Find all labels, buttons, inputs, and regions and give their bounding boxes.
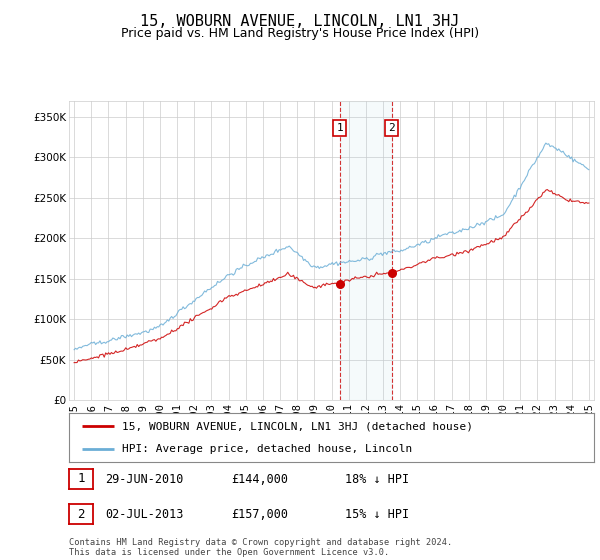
- Text: £144,000: £144,000: [231, 473, 288, 486]
- Text: 15, WOBURN AVENUE, LINCOLN, LN1 3HJ (detached house): 15, WOBURN AVENUE, LINCOLN, LN1 3HJ (det…: [121, 421, 473, 431]
- Text: 1: 1: [337, 123, 343, 133]
- Text: £157,000: £157,000: [231, 508, 288, 521]
- Text: 2: 2: [388, 123, 395, 133]
- Text: 1: 1: [77, 472, 85, 486]
- Text: 2: 2: [77, 507, 85, 521]
- Text: 02-JUL-2013: 02-JUL-2013: [105, 508, 184, 521]
- Text: 15% ↓ HPI: 15% ↓ HPI: [345, 508, 409, 521]
- Text: 18% ↓ HPI: 18% ↓ HPI: [345, 473, 409, 486]
- Bar: [340, 101, 392, 400]
- Text: Contains HM Land Registry data © Crown copyright and database right 2024.
This d: Contains HM Land Registry data © Crown c…: [69, 538, 452, 557]
- Text: Price paid vs. HM Land Registry's House Price Index (HPI): Price paid vs. HM Land Registry's House …: [121, 27, 479, 40]
- Text: 29-JUN-2010: 29-JUN-2010: [105, 473, 184, 486]
- Text: HPI: Average price, detached house, Lincoln: HPI: Average price, detached house, Linc…: [121, 444, 412, 454]
- Text: 15, WOBURN AVENUE, LINCOLN, LN1 3HJ: 15, WOBURN AVENUE, LINCOLN, LN1 3HJ: [140, 14, 460, 29]
